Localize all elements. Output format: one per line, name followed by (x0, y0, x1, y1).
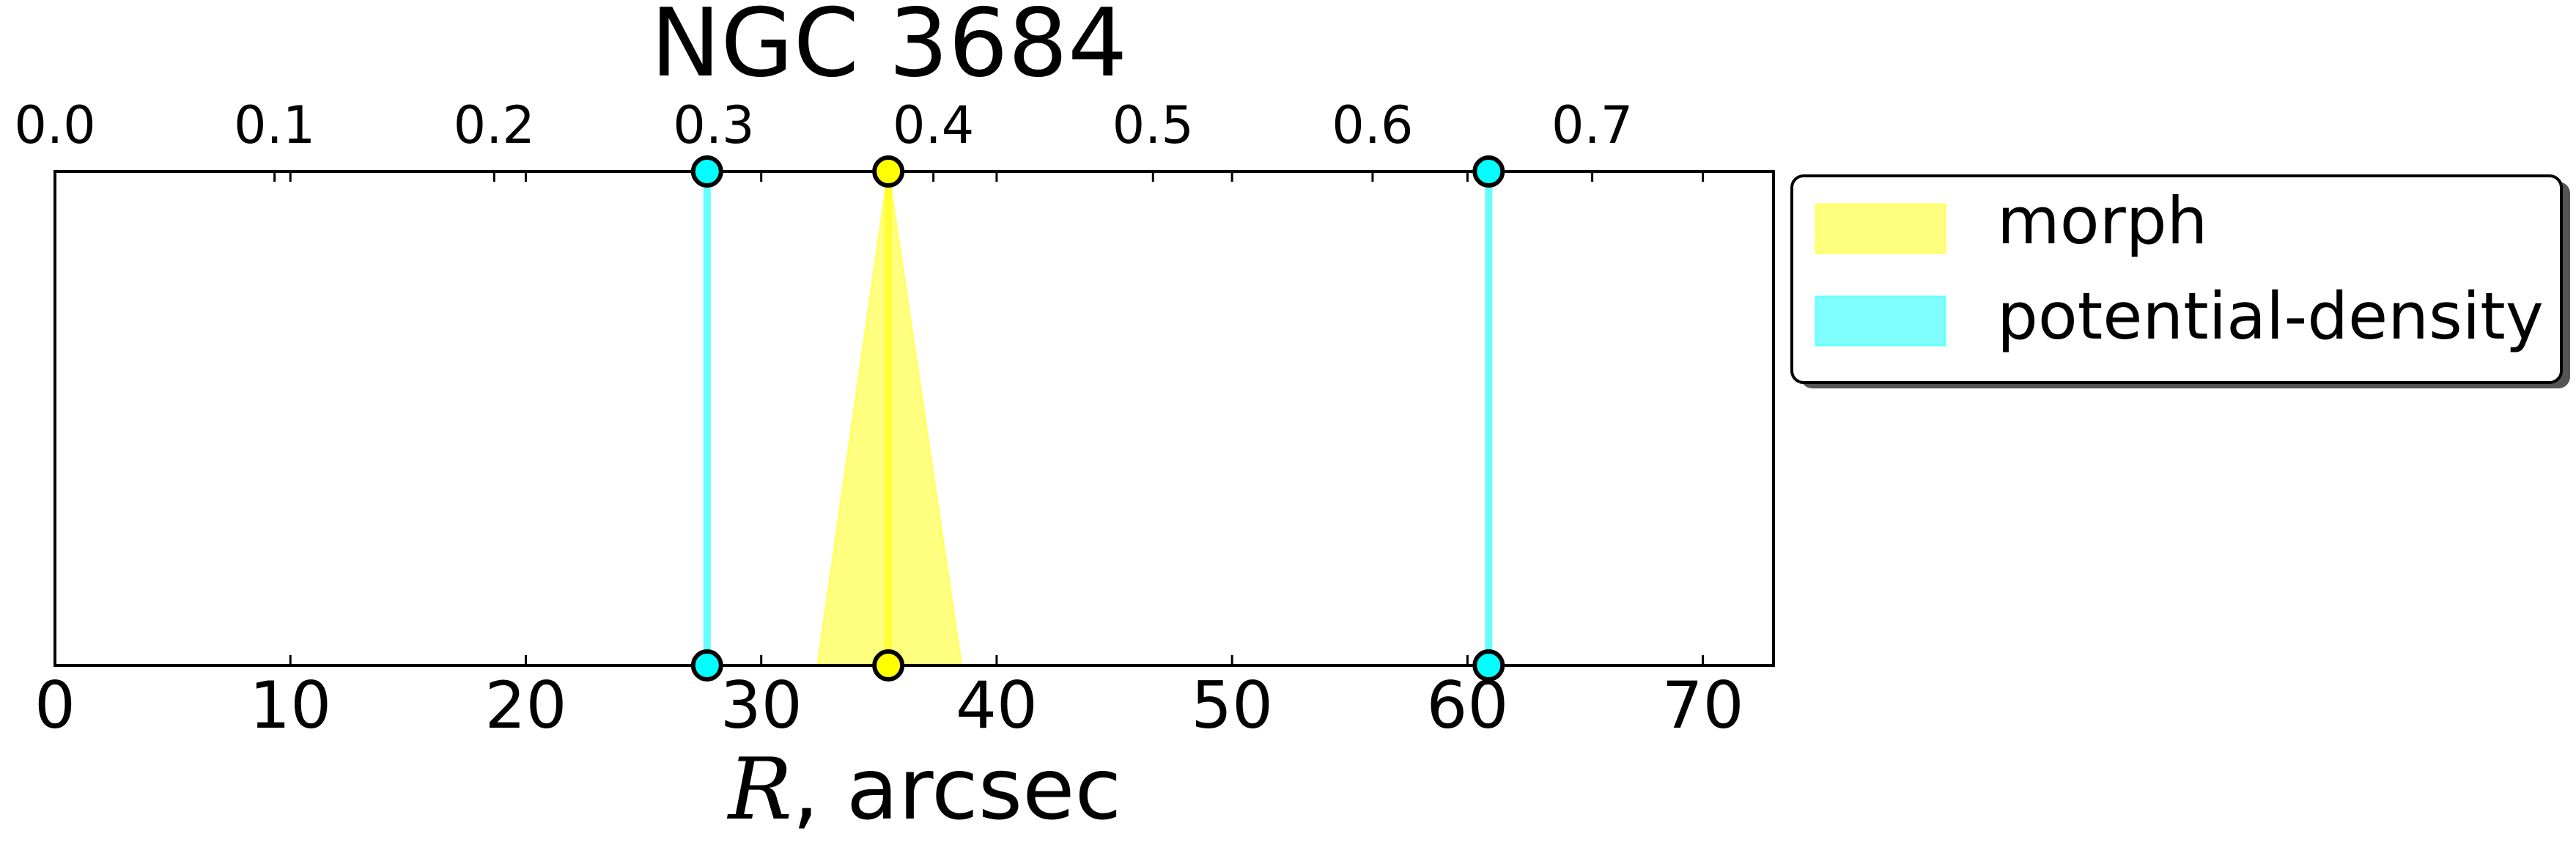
top-tick-label-0.5: 0.5 (1112, 95, 1194, 155)
marker-potential-density-1-bottom (1472, 649, 1505, 682)
legend: morph potential-density (1790, 174, 2566, 384)
legend-label-potential-density: potential-density (1997, 278, 2544, 354)
x-tick-label-40: 40 (956, 668, 1038, 743)
legend-swatch-potential-density (1815, 295, 1946, 347)
chart-title: NGC 3684 (651, 0, 1128, 98)
top-tick-label-0.4: 0.4 (893, 95, 974, 155)
x-tick-label-70: 70 (1662, 668, 1744, 743)
top-tick-label-0: 0.0 (14, 95, 95, 155)
legend-swatch-morph (1815, 203, 1946, 254)
marker-morph-0-bottom (872, 649, 905, 682)
top-tick-label-0.2: 0.2 (454, 95, 535, 155)
top-tick-label-0.6: 0.6 (1332, 95, 1413, 155)
ticks-layer: 0 10 20 30 40 50 60 700.0 0.1 0.2 0.3 0.4 0.5 0.6 0.7 (14, 95, 1743, 743)
plot-frame (53, 170, 1775, 667)
top-tick-label-0.1: 0.1 (234, 95, 315, 155)
x-tick-label-10: 10 (249, 668, 331, 743)
legend-frame (1790, 174, 2563, 384)
legend-label-morph: morph (1997, 183, 2207, 259)
marker-potential-density-0-bottom (690, 649, 723, 682)
marker-potential-density-0-top (690, 155, 723, 188)
x-tick-label-30: 30 (720, 668, 802, 743)
top-tick-label-0.3: 0.3 (673, 95, 754, 155)
x-axis-label: R, arcsec (727, 740, 1122, 839)
x-tick-label-50: 50 (1191, 668, 1273, 743)
lines-layer (703, 171, 1493, 665)
top-tick-label-0.7: 0.7 (1551, 95, 1633, 155)
markers-layer (690, 155, 1505, 682)
x-axis-label-symbol: R (727, 740, 792, 839)
x-axis-label-unit: , arcsec (792, 740, 1121, 839)
x-tick-label-0: 0 (34, 668, 75, 743)
x-tick-label-20: 20 (484, 668, 567, 743)
marker-potential-density-1-top (1472, 155, 1505, 188)
marker-morph-0-top (872, 155, 905, 188)
